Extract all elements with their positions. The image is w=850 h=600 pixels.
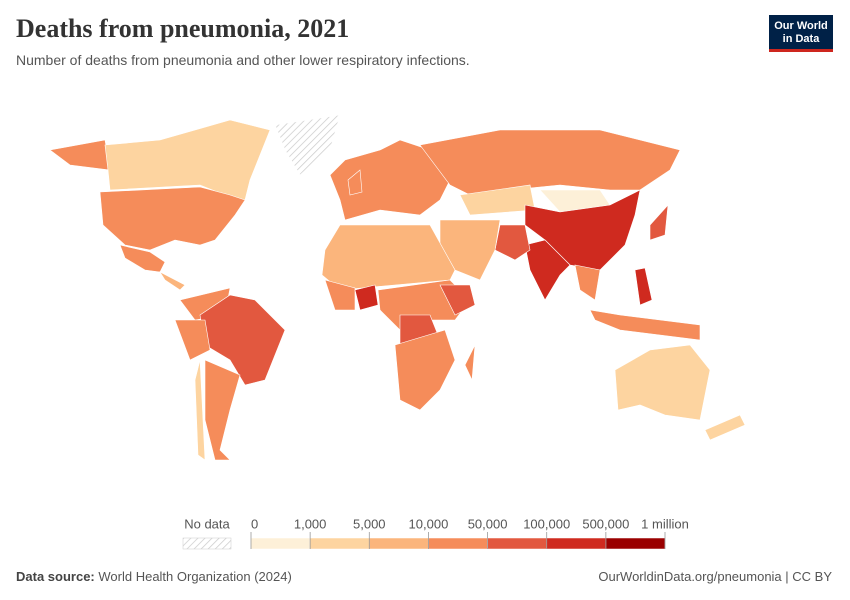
country xyxy=(614,344,711,421)
country xyxy=(321,224,456,291)
country xyxy=(99,186,246,251)
country xyxy=(324,279,356,311)
country xyxy=(494,224,531,261)
source-text: World Health Organization (2024) xyxy=(98,569,292,584)
legend-tick-label: 1 million xyxy=(641,516,689,531)
logo-line: Our World xyxy=(774,20,828,32)
logo-line: in Data xyxy=(782,33,820,45)
legend-swatch xyxy=(605,537,666,550)
legend-tick-label: 1,000 xyxy=(294,516,327,531)
country xyxy=(634,267,653,306)
legend-swatch xyxy=(250,537,311,550)
legend-swatch xyxy=(546,537,607,550)
country xyxy=(524,189,641,271)
legend-tick-label: 100,000 xyxy=(523,516,570,531)
world-map xyxy=(49,114,746,461)
title: Deaths from pneumonia, 2021 xyxy=(16,14,350,43)
country xyxy=(419,129,681,196)
country xyxy=(49,139,111,171)
legend: 0 1,000 5,000 10,000 50,000 100,000 500,000 1 m… xyxy=(250,516,689,550)
legend-no-data-label: No data xyxy=(184,516,230,531)
subtitle: Number of deaths from pneumonia and othe… xyxy=(16,52,470,68)
country xyxy=(347,169,363,196)
country xyxy=(159,271,186,291)
legend-tick-label: 5,000 xyxy=(353,516,386,531)
country xyxy=(329,139,451,221)
legend-swatch xyxy=(487,537,547,550)
legend-swatch xyxy=(428,537,488,550)
link[interactable]: OurWorldinData.org/pneumonia | CC BY xyxy=(598,569,832,584)
country xyxy=(199,294,286,386)
country xyxy=(394,329,456,411)
logo[interactable]: Our World in Data xyxy=(769,15,833,52)
country xyxy=(194,359,206,461)
legend-tick-label: 10,000 xyxy=(409,516,449,531)
legend-tick-label: 500,000 xyxy=(582,516,629,531)
country xyxy=(524,239,571,301)
country xyxy=(574,264,601,301)
legend-no-data-swatch xyxy=(182,537,232,550)
legend-swatch xyxy=(369,537,429,550)
country xyxy=(274,114,341,176)
country xyxy=(464,344,476,382)
country xyxy=(704,414,746,441)
country xyxy=(439,284,476,316)
country xyxy=(589,309,701,341)
country xyxy=(204,359,241,461)
legend-swatch xyxy=(309,537,370,550)
source-label: Data source: xyxy=(16,569,95,584)
country xyxy=(174,319,211,361)
legend-tick-label: 0 xyxy=(251,516,258,531)
country xyxy=(649,204,669,241)
legend-tick-label: 50,000 xyxy=(468,516,508,531)
country xyxy=(119,244,166,273)
source: Data source: World Health Organization (… xyxy=(16,569,292,584)
country xyxy=(354,284,379,311)
